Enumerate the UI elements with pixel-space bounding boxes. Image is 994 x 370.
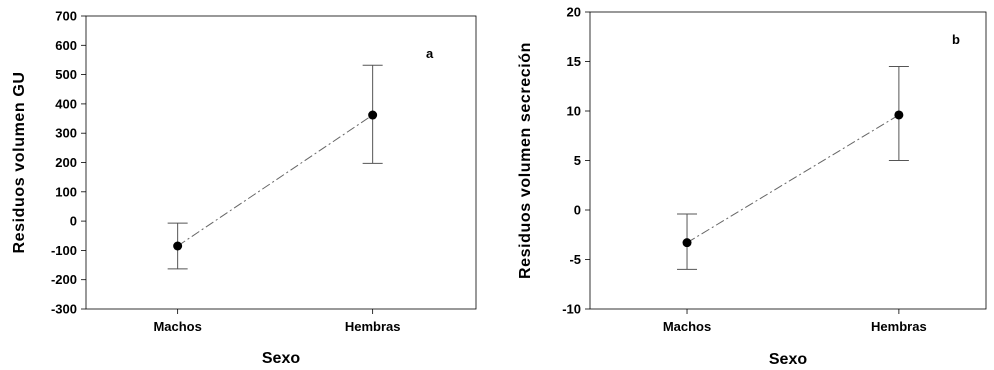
chart-1-point-hembras bbox=[368, 111, 377, 120]
chart-1-x-axis-title: Sexo bbox=[262, 350, 300, 367]
chart-2-x-tick-label: Machos bbox=[663, 319, 711, 334]
chart-2-panel-letter: b bbox=[952, 32, 960, 47]
chart-1-y-tick-label: 200 bbox=[55, 155, 77, 170]
chart-1-panel-letter: a bbox=[426, 46, 434, 61]
chart-1-x-tick-label: Hembras bbox=[345, 319, 401, 334]
chart-2-series-line bbox=[687, 115, 899, 243]
chart-2-y-tick-label: -10 bbox=[562, 302, 581, 317]
chart-1-x-tick-label: Machos bbox=[153, 319, 201, 334]
chart-1-y-tick-label: 300 bbox=[55, 126, 77, 141]
chart-1-y-tick-label: 0 bbox=[70, 214, 77, 229]
chart-2-x-tick-label: Hembras bbox=[871, 319, 927, 334]
chart-1-y-tick-label: 100 bbox=[55, 184, 77, 199]
chart-1-plot-frame bbox=[86, 16, 476, 309]
chart-1-y-axis-title: Residuos volumen GU bbox=[11, 71, 28, 253]
chart-2-y-axis-title: Residuos volumen secreción bbox=[517, 42, 534, 279]
chart-1-y-tick-label: 600 bbox=[55, 38, 77, 53]
chart-1-y-tick-label: -100 bbox=[51, 243, 77, 258]
chart-2-y-tick-label: 0 bbox=[574, 203, 581, 218]
chart-2-y-tick-label: 10 bbox=[567, 104, 581, 119]
chart-1-y-tick-label: 700 bbox=[55, 9, 77, 24]
chart-2-x-axis-title: Sexo bbox=[769, 351, 807, 368]
chart-1-series-line bbox=[178, 115, 373, 246]
chart-1-y-tick-label: 400 bbox=[55, 96, 77, 111]
chart-1-point-machos bbox=[173, 242, 182, 251]
chart-2-panel: 20 15 10 5 0 -5 -10 Machos Hembras Sexo Residuos v… bbox=[517, 5, 986, 369]
chart-1-y-tick-label: -300 bbox=[51, 302, 77, 317]
chart-2-point-machos bbox=[683, 238, 692, 247]
chart-2-point-hembras bbox=[894, 110, 903, 119]
chart-2-plot-frame bbox=[590, 12, 986, 309]
chart-1-y-tick-label: -200 bbox=[51, 272, 77, 287]
chart-2-y-tick-label: 5 bbox=[574, 153, 581, 168]
chart-1-y-tick-label: 500 bbox=[55, 67, 77, 82]
chart-2-y-tick-label: 15 bbox=[567, 54, 581, 69]
chart-2-y-tick-label: -5 bbox=[569, 252, 581, 267]
chart-1-panel: 700 600 500 400 300 200 100 0 -100 -200 -300 Machos… bbox=[11, 9, 476, 368]
chart-2-y-tick-label: 20 bbox=[567, 5, 581, 20]
